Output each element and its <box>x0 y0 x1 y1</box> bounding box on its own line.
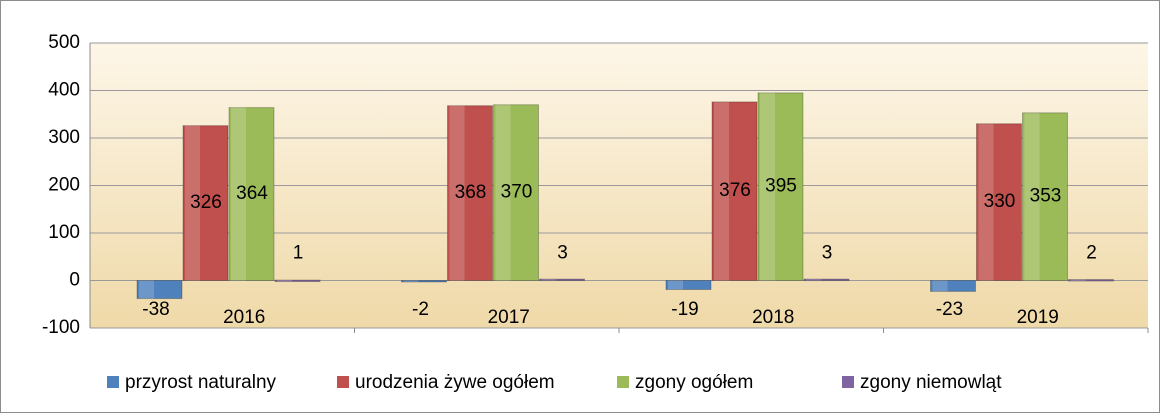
bar <box>1022 112 1068 281</box>
bar-highlight <box>449 105 465 281</box>
bar <box>930 280 976 292</box>
bar-highlight <box>932 280 948 292</box>
x-tick-label: 2019 <box>1017 307 1059 328</box>
data-label: -23 <box>936 299 963 320</box>
y-tick-label: 400 <box>48 80 80 101</box>
data-label: 326 <box>190 192 222 213</box>
bar-highlight <box>806 279 821 281</box>
legend-label: zgony niemowląt <box>860 372 1002 393</box>
bar-highlight <box>403 280 419 282</box>
legend-label: zgony ogółem <box>635 372 753 393</box>
data-label: 3 <box>557 243 568 264</box>
bar-highlight <box>277 280 292 282</box>
bar-highlight <box>714 101 729 281</box>
data-label: 2 <box>1086 243 1097 264</box>
data-label: 395 <box>765 176 797 197</box>
y-tick-label: -100 <box>42 317 80 338</box>
bar <box>401 280 447 283</box>
data-label: 364 <box>236 183 268 204</box>
bar <box>1068 279 1114 282</box>
data-label: 370 <box>501 182 533 203</box>
x-tick-label: 2017 <box>488 307 530 328</box>
data-label: -38 <box>142 299 169 320</box>
legend-swatch <box>107 376 119 388</box>
data-label: 353 <box>1030 186 1062 207</box>
bar <box>274 279 321 283</box>
data-label: 368 <box>455 182 487 203</box>
y-tick-label: 200 <box>48 175 80 196</box>
x-tick-label: 2016 <box>223 307 265 328</box>
bar <box>711 101 758 282</box>
data-label: -2 <box>412 299 429 320</box>
bar-highlight <box>495 104 511 281</box>
x-tick-label: 2018 <box>752 307 794 328</box>
bar <box>757 92 804 281</box>
y-tick-label: 500 <box>48 32 80 53</box>
bar <box>803 278 850 282</box>
bar-highlight <box>760 92 775 281</box>
bar-highlight <box>231 107 246 281</box>
bar <box>447 105 493 281</box>
legend-label: przyrost naturalny <box>125 372 277 393</box>
bar <box>493 104 539 281</box>
y-tick-label: 300 <box>48 127 80 148</box>
bar <box>182 125 229 282</box>
bar-highlight <box>541 279 557 281</box>
bar-highlight <box>185 125 200 281</box>
data-label: 330 <box>984 191 1016 212</box>
data-label: -19 <box>671 299 698 320</box>
legend-swatch <box>337 376 349 388</box>
bar-highlight <box>978 123 994 281</box>
bar <box>976 123 1022 281</box>
bar <box>136 280 183 300</box>
legend-swatch <box>842 376 854 388</box>
bar <box>539 278 585 282</box>
bar-highlight <box>1070 279 1086 282</box>
y-tick-label: 100 <box>48 222 80 243</box>
legend-label: urodzenia żywe ogółem <box>355 372 555 393</box>
data-label: 376 <box>719 180 751 201</box>
bar <box>228 107 275 281</box>
legend-swatch <box>617 376 629 388</box>
data-label: 1 <box>293 243 304 264</box>
y-tick-label: 0 <box>69 270 80 291</box>
bar <box>665 280 712 291</box>
data-label: 3 <box>822 243 833 264</box>
bar-highlight <box>1024 112 1040 281</box>
bar-highlight <box>668 280 683 290</box>
bar-highlight <box>139 280 154 299</box>
